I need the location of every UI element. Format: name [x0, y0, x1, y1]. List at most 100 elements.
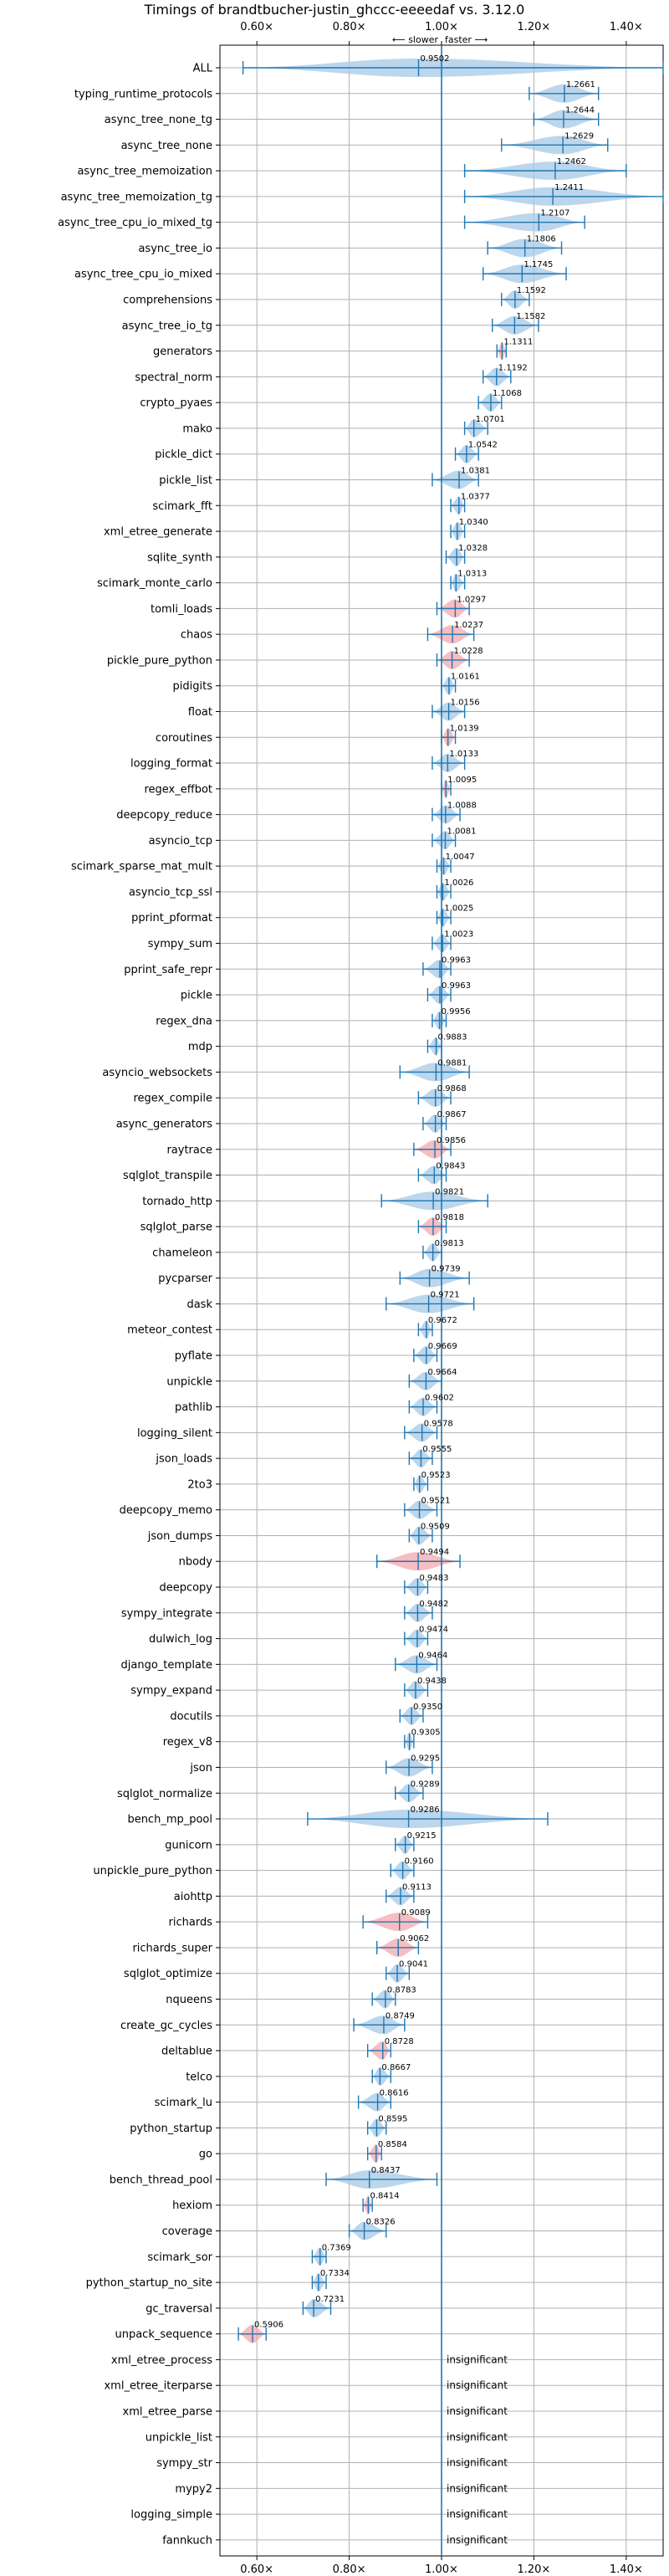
category-label: regex_compile	[133, 1093, 212, 1105]
category-label: async_tree_cpu_io_mixed_tg	[58, 217, 212, 229]
value-label: 0.9883	[438, 1033, 467, 1042]
category-label: sympy_str	[156, 2457, 212, 2470]
value-label: 0.8326	[366, 2218, 396, 2227]
tick-label-bottom: 0.80×	[333, 2563, 366, 2576]
value-label: 1.1745	[523, 260, 553, 269]
tick-label-bottom: 1.00×	[425, 2563, 458, 2576]
category-label: unpickle_list	[146, 2431, 212, 2444]
category-label: sqlglot_normalize	[117, 1788, 212, 1800]
insignificant-label: insignificant	[447, 2353, 508, 2365]
category-label: sqlite_synth	[147, 551, 212, 564]
value-label: 1.0377	[461, 492, 490, 501]
category-label: async_tree_memoization_tg	[61, 191, 212, 203]
value-label: 0.9856	[437, 1136, 466, 1145]
category-label: logging_silent	[137, 1427, 212, 1440]
category-label: async_generators	[116, 1118, 213, 1130]
category-label: async_tree_io_tg	[122, 320, 212, 332]
annotation-slower: ⟵ slower	[392, 34, 439, 45]
category-label: xml_etree_process	[111, 2354, 212, 2367]
category-label: asyncio_tcp	[149, 835, 212, 848]
category-label: raytrace	[166, 1144, 212, 1156]
category-label: 2to3	[187, 1478, 212, 1491]
category-label: tomli_loads	[151, 603, 212, 616]
insignificant-label: insignificant	[447, 2482, 508, 2494]
category-label: coroutines	[156, 732, 212, 745]
value-label: 0.9956	[442, 1007, 471, 1017]
category-label: typing_runtime_protocols	[74, 88, 212, 100]
category-label: pidigits	[173, 680, 213, 693]
value-label: 0.9502	[421, 54, 450, 64]
insignificant-label: insignificant	[447, 2379, 508, 2391]
value-label: 1.0328	[458, 544, 488, 553]
value-label: 0.9868	[437, 1084, 467, 1093]
value-label: 0.9289	[411, 1780, 440, 1789]
category-label: fannkuch	[162, 2534, 212, 2547]
value-label: 0.9521	[421, 1497, 451, 1506]
category-label: nbody	[179, 1556, 213, 1569]
value-label: 0.9494	[420, 1548, 449, 1557]
value-label: 1.2629	[564, 131, 594, 141]
category-label: scimark_lu	[155, 2097, 212, 2109]
value-label: 1.2107	[540, 209, 569, 218]
tick-label-top: 0.60×	[240, 21, 273, 33]
tick-label-top: 1.20×	[517, 21, 550, 33]
value-label: 0.9350	[413, 1703, 442, 1712]
category-label: go	[199, 2148, 212, 2161]
category-label: richards_super	[132, 1942, 212, 1954]
value-label: 0.5906	[254, 2321, 283, 2330]
category-label: generators	[153, 346, 212, 358]
category-label: asyncio_tcp_ssl	[129, 886, 212, 899]
value-label: 0.9062	[400, 1934, 429, 1944]
value-label: 1.0088	[447, 801, 477, 811]
category-label: logging_format	[130, 758, 212, 771]
annotation-faster: faster ⟶	[445, 34, 488, 45]
category-label: async_tree_cpu_io_mixed	[74, 269, 212, 281]
value-label: 0.9578	[424, 1419, 453, 1428]
value-label: 0.9215	[407, 1831, 437, 1841]
value-label: 0.9813	[435, 1239, 464, 1248]
value-label: 1.0237	[454, 621, 483, 630]
category-label: pickle	[181, 990, 212, 1002]
category-label: sympy_sum	[148, 938, 212, 950]
category-label: deepcopy	[159, 1582, 212, 1595]
category-label: meteor_contest	[127, 1324, 212, 1337]
value-label: 0.9602	[425, 1394, 454, 1403]
value-label: 0.9113	[402, 1882, 432, 1892]
category-label: dulwich_log	[149, 1633, 212, 1646]
value-label: 1.0133	[449, 750, 478, 759]
category-label: pathlib	[175, 1401, 212, 1414]
category-label: bench_thread_pool	[110, 2174, 212, 2186]
category-label: async_tree_none	[121, 140, 212, 152]
category-label: scimark_sor	[147, 2251, 212, 2264]
category-label: dask	[186, 1298, 212, 1311]
category-label: xml_etree_iterparse	[104, 2380, 212, 2393]
value-label: 0.9881	[437, 1058, 467, 1068]
value-label: 0.9555	[422, 1445, 452, 1454]
value-label: 1.0139	[450, 724, 479, 733]
category-label: asyncio_websockets	[102, 1067, 212, 1079]
tick-label-top: 1.00×	[425, 21, 458, 33]
category-label: coverage	[162, 2225, 212, 2238]
chart-title: Timings of brandtbucher-justin_ghccc-eee…	[144, 2, 525, 18]
value-label: 0.9818	[435, 1213, 464, 1222]
value-label: 0.9672	[428, 1316, 457, 1325]
value-label: 1.0026	[444, 878, 473, 888]
category-label: mdp	[188, 1041, 212, 1053]
category-label: regex_dna	[156, 1015, 212, 1027]
category-label: unpack_sequence	[115, 2328, 212, 2341]
category-label: unpickle_pure_python	[93, 1865, 212, 1877]
value-label: 0.9721	[431, 1290, 460, 1299]
value-label: 1.1192	[498, 363, 528, 372]
category-label: nqueens	[166, 1994, 212, 2006]
insignificant-label: insignificant	[447, 2431, 508, 2443]
category-label: json	[189, 1762, 212, 1775]
category-label: comprehensions	[123, 294, 212, 307]
value-label: 0.9041	[399, 1960, 428, 1969]
value-label: 0.9482	[419, 1600, 448, 1609]
category-label: python_startup_no_site	[86, 2277, 212, 2290]
category-label: create_gc_cycles	[120, 2020, 212, 2032]
value-label: 0.9821	[435, 1187, 464, 1196]
category-label: telco	[186, 2071, 212, 2083]
